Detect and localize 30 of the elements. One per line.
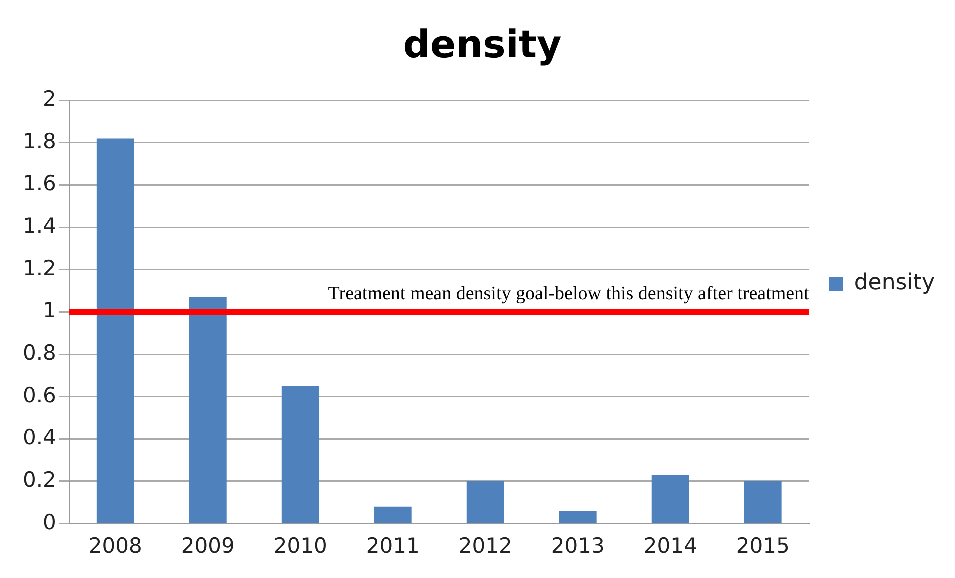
ref-line-label: Treatment mean density goal-below this density after treatment <box>328 284 810 305</box>
bar <box>96 138 134 524</box>
x-tick-label: 2010 <box>274 534 328 558</box>
y-tick-label: 1.8 <box>22 129 56 154</box>
bar <box>466 481 504 524</box>
x-tick-label: 2014 <box>644 534 698 558</box>
bar <box>189 297 227 524</box>
bar <box>652 475 690 524</box>
y-tick-label: 0 <box>43 510 56 534</box>
x-tick-label: 2015 <box>736 534 790 558</box>
x-tick-label: 2011 <box>366 534 420 558</box>
y-tick-label: 1.6 <box>22 172 56 196</box>
bar <box>282 386 320 524</box>
legend-label: density <box>854 270 936 296</box>
y-tick-label: 0.8 <box>22 340 56 365</box>
y-tick-label: 1.2 <box>22 256 56 280</box>
y-tick-label: 0.4 <box>22 426 56 450</box>
bar <box>744 481 782 524</box>
bar <box>559 511 597 524</box>
y-tick-label: 0.2 <box>22 468 56 492</box>
x-tick-label: 2012 <box>458 534 512 558</box>
bar <box>374 506 412 524</box>
y-tick-label: 0.6 <box>22 383 56 408</box>
x-tick-label: 2013 <box>551 534 605 558</box>
x-tick-label: 2009 <box>181 534 235 558</box>
y-tick-label: 2 <box>43 87 56 112</box>
chart-title: density <box>403 22 562 67</box>
y-tick-label: 1 <box>43 298 56 323</box>
x-tick-label: 2008 <box>88 534 142 558</box>
y-tick-label: 1.4 <box>22 214 56 238</box>
